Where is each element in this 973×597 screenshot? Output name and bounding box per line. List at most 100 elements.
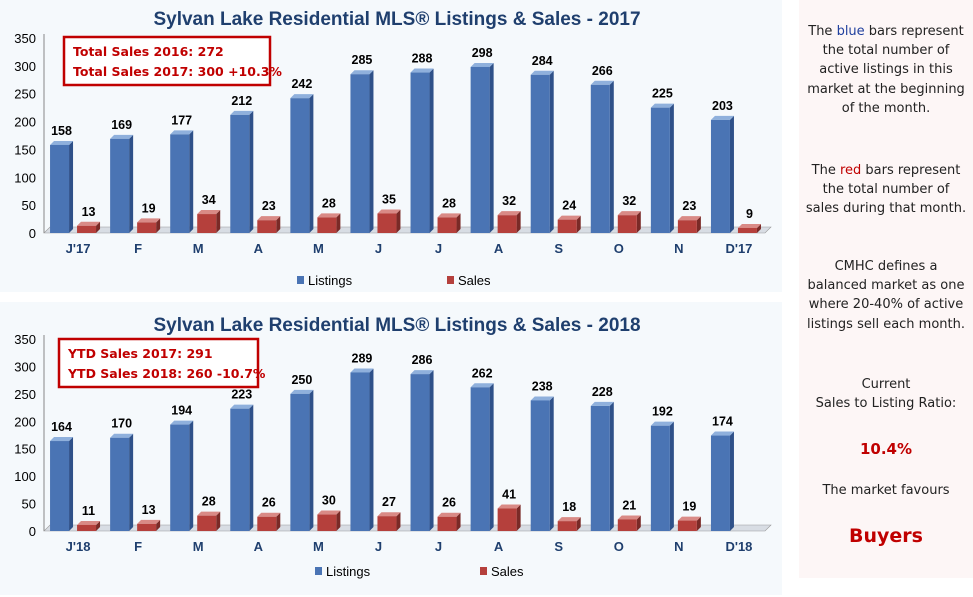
bar-top-listings bbox=[350, 368, 374, 373]
annotation-box bbox=[57, 337, 260, 389]
bar-side-sales bbox=[276, 216, 281, 233]
annotation-line: Total Sales 2016: 272 bbox=[73, 44, 224, 59]
bar-side-sales bbox=[336, 510, 341, 531]
bar-top-listings bbox=[470, 62, 494, 67]
market-favours-text: The market favours bbox=[822, 483, 950, 498]
bar-side-sales bbox=[516, 211, 521, 233]
y-tick-label: 350 bbox=[14, 31, 36, 46]
bar-listings bbox=[290, 393, 310, 531]
bar-top-listings bbox=[530, 70, 554, 75]
x-tick-label: N bbox=[674, 539, 683, 554]
bar-top-sales bbox=[137, 519, 161, 524]
bar-side-sales bbox=[516, 504, 521, 531]
market-verdict: Buyers bbox=[849, 525, 923, 547]
x-tick-label: A bbox=[254, 241, 264, 256]
data-label-listings: 298 bbox=[472, 46, 493, 60]
bar-listings bbox=[710, 119, 730, 233]
bar-listings bbox=[230, 114, 250, 233]
bar-top-sales bbox=[77, 520, 101, 525]
bar-side-listings bbox=[369, 368, 374, 531]
data-label-listings: 169 bbox=[111, 118, 132, 132]
x-tick-label: O bbox=[614, 539, 624, 554]
x-tick-label: F bbox=[134, 241, 142, 256]
x-tick-label: J bbox=[435, 241, 442, 256]
ratio-caption-line1: Current bbox=[861, 377, 911, 392]
x-tick-label: S bbox=[554, 241, 563, 256]
bar-top-listings bbox=[230, 110, 254, 115]
bar-side-listings bbox=[729, 431, 734, 531]
legend-swatch-sales bbox=[447, 276, 454, 284]
red-word: red bbox=[839, 163, 862, 178]
data-label-sales: 23 bbox=[262, 199, 276, 213]
y-tick-label: 0 bbox=[29, 524, 36, 539]
y-tick-label: 0 bbox=[29, 226, 36, 241]
y-tick-label: 200 bbox=[14, 115, 36, 130]
bar-top-listings bbox=[290, 389, 314, 394]
bar-sales bbox=[557, 521, 577, 531]
data-label-sales: 28 bbox=[322, 196, 336, 210]
bar-side-sales bbox=[576, 215, 581, 233]
legend-swatch-listings bbox=[297, 276, 304, 284]
bar-side-listings bbox=[609, 80, 614, 233]
data-label-sales: 30 bbox=[322, 494, 336, 508]
data-label-listings: 192 bbox=[652, 405, 673, 419]
bar-side-sales bbox=[216, 210, 221, 233]
bar-top-listings bbox=[110, 433, 134, 438]
bar-side-listings bbox=[549, 70, 554, 234]
cmhc-definition: CMHC defines a balanced market as one wh… bbox=[806, 259, 966, 332]
bar-side-listings bbox=[189, 130, 194, 233]
bar-top-listings bbox=[50, 140, 74, 145]
bar-sales bbox=[257, 220, 277, 233]
chart-title: Sylvan Lake Residential MLS® Listings & … bbox=[153, 315, 640, 336]
data-label-listings: 238 bbox=[532, 379, 553, 393]
bar-side-sales bbox=[336, 213, 341, 233]
legend-swatch-sales bbox=[480, 567, 487, 575]
data-label-sales: 24 bbox=[562, 199, 576, 213]
data-label-listings: 262 bbox=[472, 366, 493, 380]
bar-top-sales bbox=[257, 512, 281, 517]
bar-listings bbox=[170, 424, 190, 531]
data-label-sales: 9 bbox=[746, 207, 753, 221]
x-tick-label: M bbox=[193, 241, 204, 256]
data-label-listings: 289 bbox=[352, 351, 373, 365]
bar-side-sales bbox=[696, 216, 701, 233]
bar-side-listings bbox=[249, 404, 254, 531]
bar-top-sales bbox=[317, 213, 341, 218]
bar-listings bbox=[50, 144, 70, 233]
data-label-listings: 203 bbox=[712, 99, 733, 113]
bar-top-listings bbox=[110, 134, 134, 139]
bar-listings bbox=[650, 107, 670, 233]
bar-side-listings bbox=[369, 70, 374, 233]
bar-sales bbox=[557, 219, 577, 233]
bar-top-sales bbox=[377, 209, 401, 214]
annotation-line: YTD Sales 2017: 291 bbox=[67, 346, 213, 361]
data-label-listings: 242 bbox=[291, 77, 312, 91]
data-label-listings: 225 bbox=[652, 87, 673, 101]
bar-sales bbox=[677, 220, 697, 233]
bar-top-listings bbox=[710, 431, 734, 436]
bar-side-listings bbox=[609, 401, 614, 531]
data-label-listings: 284 bbox=[532, 54, 553, 68]
bar-top-sales bbox=[437, 512, 461, 517]
bar-sales bbox=[77, 524, 97, 531]
bar-top-sales bbox=[377, 512, 401, 517]
x-tick-label: J'18 bbox=[66, 539, 91, 554]
bar-side-sales bbox=[96, 221, 101, 233]
y-tick-label: 200 bbox=[14, 414, 36, 429]
data-label-sales: 32 bbox=[502, 194, 516, 208]
bar-listings bbox=[650, 425, 670, 531]
legend-label-listings: Listings bbox=[308, 273, 353, 288]
bar-sales bbox=[197, 214, 217, 233]
bar-top-listings bbox=[290, 94, 314, 99]
sales-explanation: The red bars represent the total number … bbox=[805, 161, 967, 219]
listings-text-a: The bbox=[808, 24, 837, 39]
bar-listings bbox=[530, 400, 550, 531]
bar-listings bbox=[590, 84, 610, 233]
bar-top-listings bbox=[170, 420, 194, 425]
bar-top-sales bbox=[257, 216, 281, 221]
bar-listings bbox=[50, 441, 70, 531]
x-tick-label: F bbox=[134, 539, 142, 554]
x-tick-label: A bbox=[494, 539, 504, 554]
annotation-line: Total Sales 2017: 300 +10.3% bbox=[73, 64, 282, 79]
legend-label-sales: Sales bbox=[458, 273, 491, 288]
